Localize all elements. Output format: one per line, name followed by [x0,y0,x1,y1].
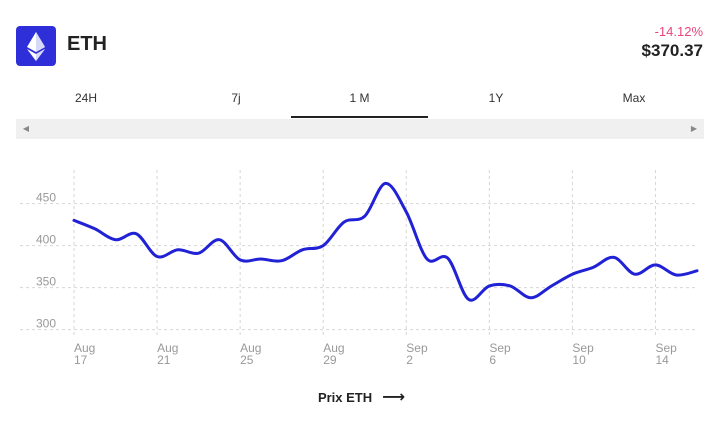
legend-label: Prix ETH [317,390,373,405]
y-axis: 300 350 400 450 [36,191,56,331]
current-price: $370.37 [641,41,703,60]
tab-1m[interactable]: 1 M [291,88,428,118]
y-tick-label: 300 [36,317,56,331]
chart-scrollbar[interactable]: ◀ ▶ [16,119,704,139]
coin-symbol: ETH [67,33,107,55]
tab-7j[interactable]: 7j [231,91,241,105]
arrow-right-icon[interactable]: ⟶ [382,389,406,406]
x-tick-day: 29 [323,353,337,367]
x-tick-month: Aug [74,341,95,355]
x-tick-day: 6 [489,353,496,367]
x-tick-month: Sep [655,341,677,355]
chart-legend: Prix ETH ⟶ [0,387,723,407]
arrow-left-icon[interactable]: ◀ [22,124,30,133]
price-line [72,181,699,302]
x-tick-day: 21 [157,353,171,367]
x-tick-month: Aug [323,341,344,355]
x-tick-month: Sep [406,341,428,355]
x-tick-month: Aug [157,341,178,355]
x-tick-month: Aug [240,341,261,355]
price-change: -14.12% [654,24,703,39]
y-tick-label: 350 [36,275,56,289]
x-tick-day: 17 [74,353,88,367]
ethereum-logo [16,26,56,66]
tab-1y[interactable]: 1Y [488,91,504,105]
x-tick-month: Sep [572,341,594,355]
arrow-right-icon[interactable]: ▶ [690,124,698,133]
tab-max[interactable]: Max [622,91,646,105]
tab-24h[interactable]: 24H [74,91,97,105]
x-tick-day: 25 [240,353,254,367]
x-tick-day: 10 [572,353,586,367]
x-tick-day: 2 [406,353,413,367]
x-tick-day: 14 [655,353,669,367]
y-tick-label: 450 [36,191,56,205]
y-tick-label: 400 [36,233,56,247]
x-tick-month: Sep [489,341,511,355]
chart-grid [20,170,697,338]
timeframe-tabs: 24H 7j 1 M 1Y Max [16,88,704,118]
ethereum-icon [27,32,45,61]
